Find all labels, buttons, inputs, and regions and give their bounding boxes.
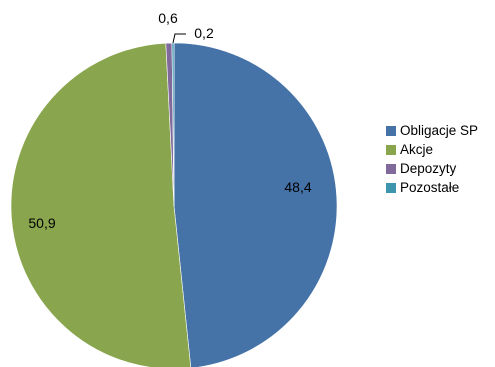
legend-swatch bbox=[386, 144, 396, 155]
legend: Obligacje SP Akcje Depozyty Pozostałe bbox=[386, 121, 478, 197]
legend-item-obligacje-sp: Obligacje SP bbox=[386, 121, 478, 140]
legend-swatch bbox=[386, 182, 396, 193]
data-label-depozyty: 0,6 bbox=[158, 10, 178, 26]
data-label-pozostałe: 0,2 bbox=[194, 25, 214, 41]
leader-lines bbox=[172, 33, 186, 44]
legend-swatch bbox=[386, 163, 396, 174]
leader-line-pozostale bbox=[172, 33, 186, 44]
legend-item-akcje: Akcje bbox=[386, 140, 478, 159]
legend-item-depozyty: Depozyty bbox=[386, 159, 478, 178]
pie-slice-obligacje-sp bbox=[173, 42, 338, 367]
legend-label: Obligacje SP bbox=[400, 123, 479, 138]
legend-label: Akcje bbox=[400, 142, 434, 157]
data-label-akcje: 50,9 bbox=[28, 215, 55, 231]
data-label-obligacje-sp: 48,4 bbox=[284, 179, 311, 195]
legend-label: Pozostałe bbox=[400, 180, 460, 195]
legend-label: Depozyty bbox=[400, 161, 457, 176]
pie-slice-akcje bbox=[10, 42, 192, 367]
pie-slices bbox=[10, 42, 338, 367]
legend-swatch bbox=[386, 125, 396, 136]
legend-item-pozostałe: Pozostałe bbox=[386, 178, 478, 197]
data-labels: 48,4 50,9 0,6 0,2 bbox=[28, 10, 311, 231]
